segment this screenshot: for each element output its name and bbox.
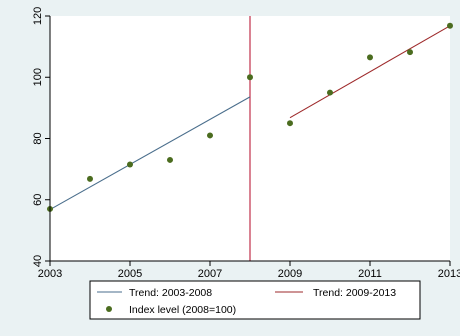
x-tick-label: 2011 bbox=[358, 268, 382, 280]
data-point-2011 bbox=[367, 54, 373, 61]
data-point-2012 bbox=[407, 49, 413, 56]
legend-label-2: Trend: 2009-2013 bbox=[313, 287, 396, 299]
trend-line-2 bbox=[289, 25, 451, 119]
data-point-2008 bbox=[247, 74, 253, 81]
y-tick-label: 80 bbox=[32, 132, 44, 144]
y-tick-label: 120 bbox=[32, 7, 44, 25]
legend bbox=[89, 280, 421, 320]
x-tick-label: 2013 bbox=[438, 268, 460, 280]
data-point-2013 bbox=[447, 22, 453, 29]
data-point-2007 bbox=[207, 132, 213, 139]
legend-label-1: Trend: 2003-2008 bbox=[129, 287, 212, 299]
x-tick-label: 2007 bbox=[198, 268, 222, 280]
x-tick-label: 2005 bbox=[118, 268, 142, 280]
data-point-2010 bbox=[327, 89, 333, 96]
legend-point-key bbox=[106, 306, 112, 312]
data-point-2005 bbox=[127, 161, 133, 168]
legend-label-points: Index level (2008=100) bbox=[129, 304, 236, 316]
x-tick-label: 2009 bbox=[278, 268, 302, 280]
trend-line-1 bbox=[49, 96, 251, 211]
y-tick-label: 40 bbox=[32, 255, 44, 267]
data-point-2006 bbox=[167, 156, 173, 163]
y-tick-label: 60 bbox=[32, 194, 44, 206]
x-tick-label: 2003 bbox=[38, 268, 62, 280]
y-tick-label: 100 bbox=[32, 68, 44, 86]
data-point-2009 bbox=[287, 120, 293, 127]
data-point-2004 bbox=[87, 175, 93, 182]
